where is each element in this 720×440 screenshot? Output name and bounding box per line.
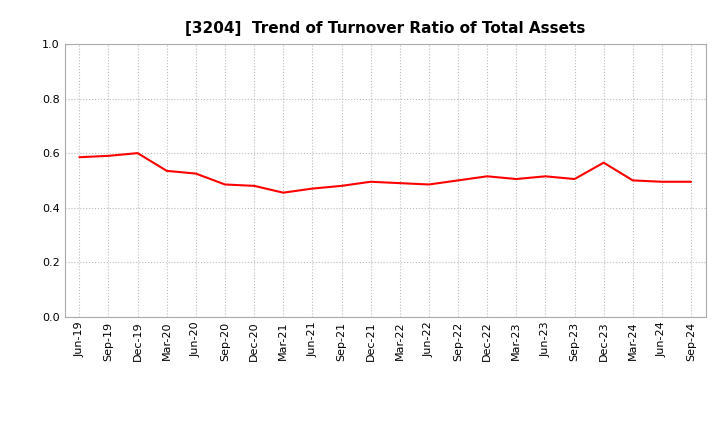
Title: [3204]  Trend of Turnover Ratio of Total Assets: [3204] Trend of Turnover Ratio of Total … — [185, 21, 585, 36]
